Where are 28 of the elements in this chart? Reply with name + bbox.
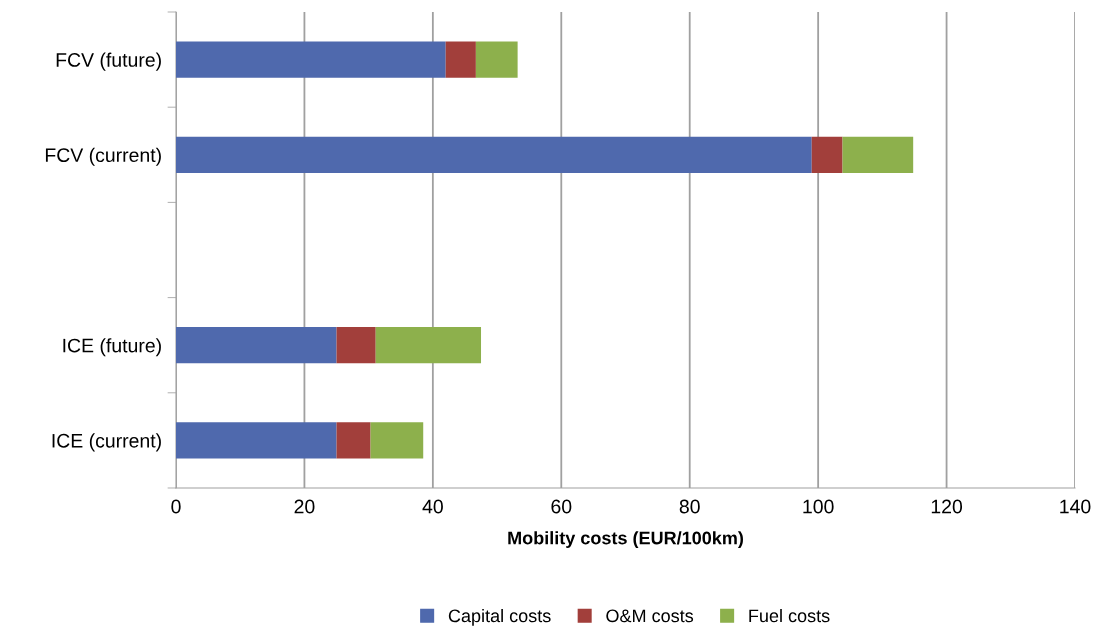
y-tick-label: ICE (future) (63, 338, 161, 357)
y-tick-label: FCV (current) (45, 147, 161, 166)
x-tick-label: 60 (551, 499, 572, 514)
bar (176, 422, 337, 459)
y-tick-label: ICE (current) (52, 433, 161, 452)
x-axis-title: Mobility costs (EUR/100km) (508, 531, 743, 548)
x-tick-label: 120 (931, 499, 963, 514)
bar (375, 327, 482, 364)
bar (811, 136, 843, 173)
bar (176, 327, 337, 364)
bar (370, 422, 424, 459)
legend-label: O&M costs (606, 609, 694, 623)
y-tick-label: FCV (future) (56, 52, 161, 71)
bar (842, 136, 914, 173)
x-tick-label: 0 (171, 499, 181, 514)
bar (176, 136, 812, 173)
legend-label: Capital costs (448, 608, 551, 626)
bar (445, 41, 476, 78)
x-tick-label: 80 (679, 499, 700, 514)
bar (475, 41, 518, 78)
x-tick-label: 140 (1060, 499, 1091, 514)
x-tick-label: 20 (294, 499, 315, 514)
legend-label: Fuel costs (749, 608, 830, 623)
x-tick-label: 100 (803, 499, 834, 514)
bar (336, 422, 371, 459)
bar (336, 327, 376, 364)
x-tick-label: 40 (422, 499, 443, 514)
bar (176, 41, 446, 78)
